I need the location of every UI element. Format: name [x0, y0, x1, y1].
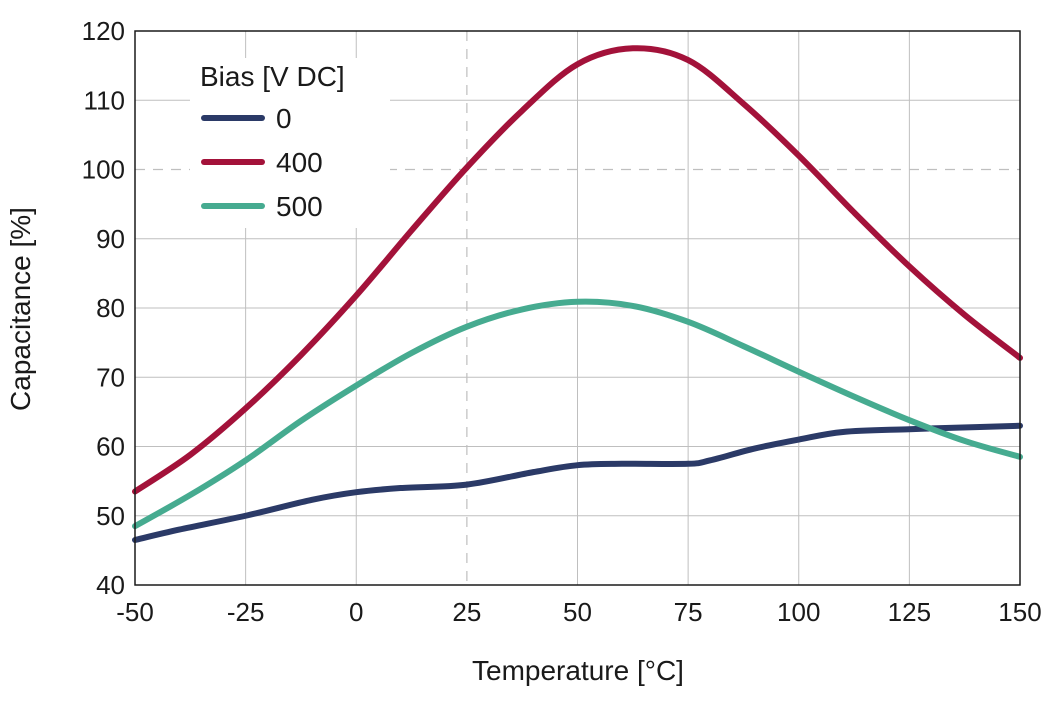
y-tick-label: 80 [96, 293, 125, 323]
tick-labels: -50 -25 0 25 50 75 100 125 150 40 50 60 70 80 90 100 110… [82, 16, 1042, 627]
series-line-400v [132, 45, 1023, 495]
x-tick-label: -50 [116, 597, 154, 627]
x-tick-label: 100 [777, 597, 820, 627]
y-tick-label: 90 [96, 224, 125, 254]
x-axis-label: Temperature [°C] [472, 655, 684, 686]
series-lines [132, 45, 1023, 543]
x-tick-label: -25 [227, 597, 265, 627]
y-tick-label: 60 [96, 432, 125, 462]
legend-label-400v: 400 [276, 147, 323, 178]
x-tick-label: 150 [998, 597, 1041, 627]
y-tick-label: 40 [96, 570, 125, 600]
y-tick-label: 50 [96, 501, 125, 531]
plot-frame [134, 30, 1021, 586]
legend-label-0v: 0 [276, 103, 292, 134]
series-line-0v [132, 422, 1023, 543]
legend-background [190, 58, 390, 228]
y-tick-label: 110 [84, 85, 125, 115]
series-line-500v [132, 298, 1023, 530]
legend-label-500v: 500 [276, 191, 323, 222]
legend-title: Bias [V DC] [200, 61, 345, 92]
legend-items: 0 400 500 [201, 103, 323, 222]
x-tick-label: 0 [349, 597, 363, 627]
y-tick-label: 70 [96, 362, 125, 392]
x-tick-label: 75 [674, 597, 703, 627]
x-tick-label: 25 [452, 597, 481, 627]
legend: Bias [V DC] 0 400 500 [190, 58, 390, 228]
y-axis-label: Capacitance [%] [5, 207, 36, 411]
y-tick-label: 120 [82, 16, 125, 46]
y-tick-label: 100 [82, 155, 125, 185]
x-tick-label: 50 [563, 597, 592, 627]
x-tick-label: 125 [888, 597, 931, 627]
